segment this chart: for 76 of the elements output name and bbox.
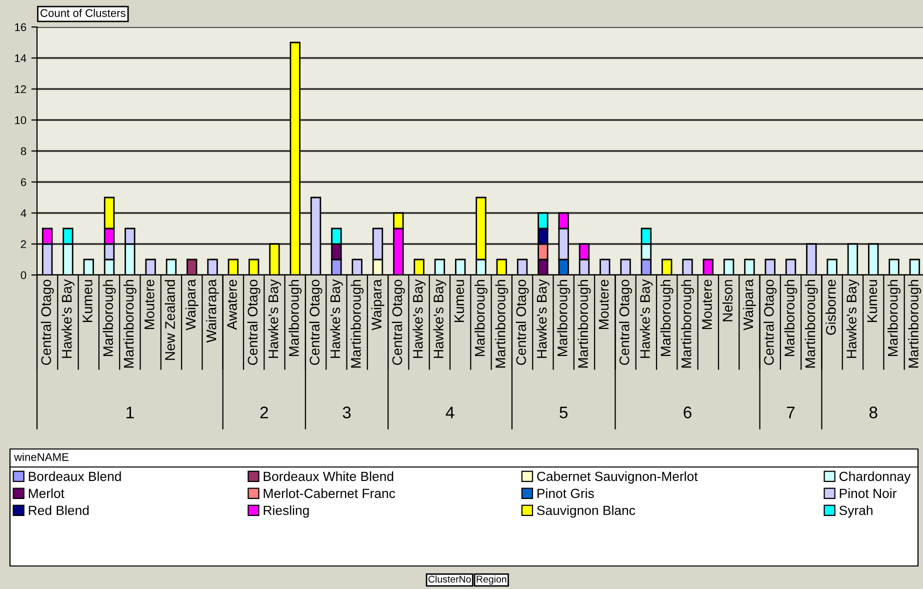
x-tick-label: Marlborough xyxy=(102,280,116,356)
legend-label: Red Blend xyxy=(28,505,89,516)
text: 4 xyxy=(446,406,454,418)
x-tick-label: Marlborough xyxy=(557,280,570,356)
x-tick-label: Marlborough xyxy=(474,280,488,356)
y-tick-label: 14 xyxy=(15,54,26,62)
x-tick-label: Martinborough xyxy=(350,280,364,368)
x-tick-label: Martinborough xyxy=(804,280,818,368)
y-tick-label: 8 xyxy=(20,147,26,156)
legend-label: Pinot Noir xyxy=(840,488,897,498)
text: ClusterNo xyxy=(428,575,471,583)
text: 3 xyxy=(342,406,351,418)
x-tick-label: Hawke's Bay xyxy=(846,279,860,358)
y-axis-title: Count of Clusters xyxy=(40,8,126,17)
x-tick-label: Marlborough xyxy=(660,280,674,356)
x-tick-label: Gisborne xyxy=(826,280,836,335)
y-tick-label: 6 xyxy=(20,178,26,186)
legend-label: Cabernet Sauvignon-Merlot xyxy=(537,471,698,484)
legend-label: Chardonnay xyxy=(839,471,911,484)
x-tick-label: Kumeu xyxy=(82,280,92,322)
x-tick-label: Central Otago xyxy=(247,280,260,365)
legend-label: Merlot-Cabernet Franc xyxy=(264,488,396,498)
x-tick-label: Moutere xyxy=(702,280,712,329)
y-tick-label: 2 xyxy=(20,240,26,248)
x-tick-label: Hawke's Bay xyxy=(536,279,550,358)
legend-label: Bordeaux Blend xyxy=(28,471,121,482)
x-tick-label: Wairarapa xyxy=(206,279,220,343)
text: 7 xyxy=(786,406,795,418)
x-tick-label: Martinborough xyxy=(123,280,136,368)
x-tick-label: Waipara xyxy=(371,279,384,330)
x-tick-label: Central Otago xyxy=(619,280,632,365)
y-tick-label: 12 xyxy=(15,85,26,94)
legend-label: Merlot xyxy=(28,488,64,498)
x-tick-label: Moutere xyxy=(144,280,154,329)
legend-label: Syrah xyxy=(839,505,872,518)
x-tick-label: Hawke's Bay xyxy=(62,279,74,358)
x-tick-label: Martinborough xyxy=(681,280,694,368)
text: Region xyxy=(476,575,506,585)
text: 2 xyxy=(260,406,268,418)
text: 8 xyxy=(869,406,878,418)
x-tick-label: Marlborough xyxy=(288,280,302,356)
x-tick-label: Hawke's Bay xyxy=(268,279,281,358)
x-tick-label: Waipara xyxy=(185,279,198,330)
legend-label: Riesling xyxy=(264,505,309,518)
x-tick-label: Hawke's Bay xyxy=(412,279,426,358)
x-tick-label: Kumeu xyxy=(867,280,878,322)
text: 1 xyxy=(126,406,134,418)
x-tick-label: Hawke's Bay xyxy=(330,279,343,358)
y-tick-label: 0 xyxy=(20,271,26,280)
x-tick-label: Hawke's Bay xyxy=(433,279,446,358)
x-tick-label: Martinborough xyxy=(495,280,508,368)
x-tick-label: Central Otago xyxy=(309,280,322,365)
text: 5 xyxy=(560,406,568,418)
y-tick-label: 4 xyxy=(20,209,26,218)
x-tick-label: Kumeu xyxy=(454,280,464,322)
x-tick-label: Martinborough xyxy=(578,280,591,368)
x-tick-label: Waipara xyxy=(742,279,756,330)
x-tick-label: New Zealand xyxy=(164,280,175,360)
y-tick-label: 16 xyxy=(15,23,26,32)
y-tick-label: 10 xyxy=(15,116,26,124)
x-tick-label: Central Otago xyxy=(516,280,529,365)
legend-label: Sauvignon Blanc xyxy=(537,505,636,518)
x-tick-label: Marlborough xyxy=(784,280,798,356)
legend-label: Pinot Gris xyxy=(538,488,594,498)
x-tick-label: Martinborough xyxy=(908,280,922,368)
x-tick-label: Hawke's Bay xyxy=(640,279,653,358)
x-tick-label: Central Otago xyxy=(764,280,777,365)
legend-label: Bordeaux White Blend xyxy=(264,471,394,482)
text: 6 xyxy=(684,406,692,418)
x-tick-label: Central Otago xyxy=(40,280,54,365)
x-tick-label: Nelson xyxy=(722,280,733,322)
x-tick-label: Moutere xyxy=(598,280,609,329)
x-tick-label: Central Otago xyxy=(392,280,405,365)
x-tick-label: Marlborough xyxy=(888,280,900,356)
legend-title: wineNAME xyxy=(14,452,68,461)
x-tick-label: Awatere xyxy=(227,280,237,330)
